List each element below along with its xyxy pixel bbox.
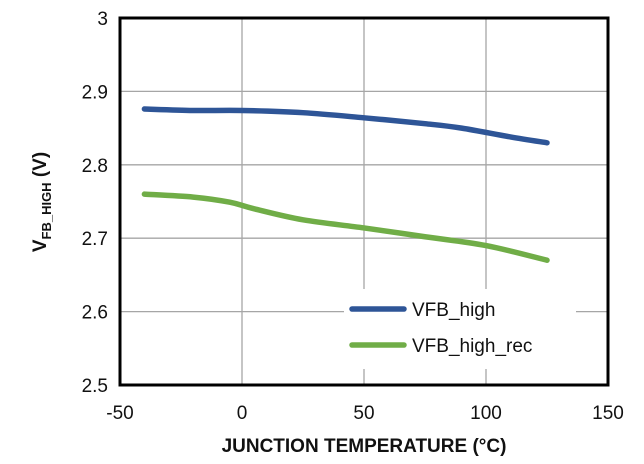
y-tick-label: 2.5 — [82, 376, 108, 397]
x-tick-label: 50 — [353, 403, 374, 424]
series-lines — [141, 106, 550, 263]
y-axis-ticks: 2.5 2.6 2.7 2.8 2.9 3 — [82, 9, 108, 397]
y-axis-title-main: V — [30, 239, 51, 252]
x-axis-ticks: -50 0 50 100 150 — [106, 403, 624, 424]
x-axis-title: JUNCTION TEMPERATURE (°C) — [222, 436, 507, 457]
legend-label-1: VFB_high — [412, 300, 495, 321]
x-tick-label: 150 — [592, 403, 624, 424]
plot-area-frame — [118, 16, 610, 387]
x-tick-label: 100 — [470, 403, 502, 424]
y-tick-label: 2.7 — [82, 229, 108, 250]
y-axis-title-subscript: FB_HIGH — [39, 182, 54, 239]
y-tick-label: 2.8 — [82, 156, 108, 177]
x-tick-label: 0 — [237, 403, 248, 424]
y-tick-label: 2.9 — [82, 82, 108, 103]
y-tick-label: 3 — [97, 9, 108, 30]
series-line-1 — [141, 106, 550, 146]
legend-background — [344, 289, 576, 369]
y-axis-title-unit: (V) — [30, 152, 51, 183]
legend: VFB_high VFB_high_rec — [344, 289, 576, 369]
series-line-2 — [141, 191, 550, 263]
x-tick-label: -50 — [106, 403, 133, 424]
legend-label-2: VFB_high_rec — [412, 336, 532, 357]
y-tick-label: 2.6 — [82, 303, 108, 324]
y-axis-title: VFB_HIGH (V) — [30, 152, 54, 252]
